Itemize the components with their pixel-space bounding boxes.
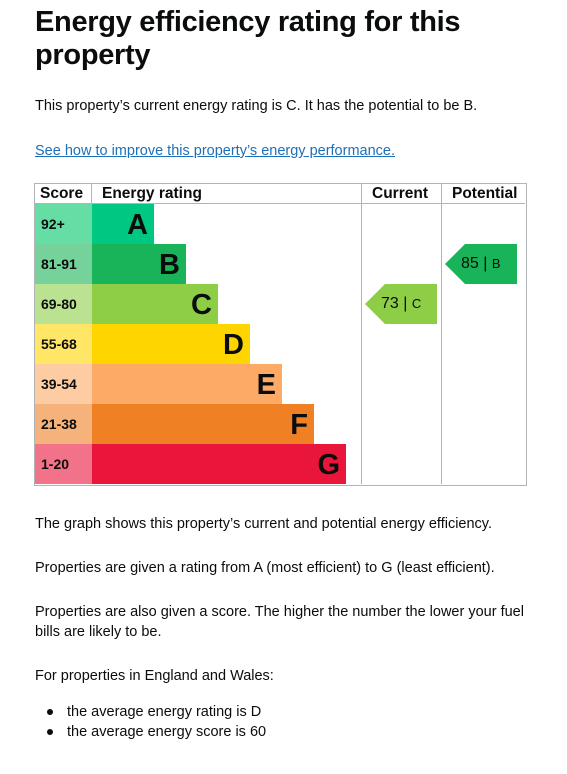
england-wales-text: For properties in England and Wales: bbox=[35, 668, 274, 684]
list-item: the average energy score is 60 bbox=[35, 722, 266, 742]
potential-rating-arrow-score: 85 bbox=[461, 255, 479, 272]
band-score-d: 55-68 bbox=[35, 324, 92, 364]
potential-rating-arrow: 85 | B bbox=[445, 244, 517, 284]
band-score-b: 81-91 bbox=[35, 244, 92, 284]
band-bar-e: E bbox=[92, 364, 282, 404]
band-letter-a: A bbox=[127, 209, 148, 241]
energy-rating-chart: Score Energy rating Current Potential 92… bbox=[34, 183, 527, 486]
band-letter-b: B bbox=[159, 249, 180, 281]
band-bar-b: B bbox=[92, 244, 186, 284]
potential-rating-arrow-letter: B bbox=[491, 256, 501, 271]
score-explanation: Properties are also given a score. The h… bbox=[35, 604, 524, 640]
header-potential: Potential bbox=[452, 185, 518, 202]
chart-frame bbox=[34, 183, 527, 486]
band-letter-e: E bbox=[256, 369, 276, 401]
header-score: Score bbox=[40, 185, 84, 202]
band-bar-g: G bbox=[92, 444, 346, 484]
header-energy-rating: Energy rating bbox=[102, 185, 202, 202]
header-current: Current bbox=[372, 185, 428, 202]
improve-energy-link[interactable]: See how to improve this property’s energ… bbox=[35, 141, 535, 161]
averages-list: the average energy rating is D the avera… bbox=[35, 702, 266, 742]
improve-energy-link-text[interactable]: See how to improve this property’s energ… bbox=[35, 143, 395, 159]
band-letter-g: G bbox=[317, 449, 340, 481]
band-score-a: 92+ bbox=[35, 204, 92, 244]
list-item: the average energy rating is D bbox=[35, 702, 266, 722]
band-bar-d: D bbox=[92, 324, 250, 364]
current-rating-arrow-letter: C bbox=[411, 296, 422, 311]
band-bar-a: A bbox=[92, 204, 154, 244]
band-score-f: 21-38 bbox=[35, 404, 92, 444]
band-bar-f: F bbox=[92, 404, 314, 444]
band-score-g: 1-20 bbox=[35, 444, 92, 484]
band-letter-f: F bbox=[290, 409, 308, 441]
current-rating-arrow: 73 | C bbox=[365, 284, 437, 324]
divider-current bbox=[441, 183, 442, 484]
current-rating-text: This property’s current energy rating is… bbox=[35, 98, 478, 114]
band-letter-d: D bbox=[223, 329, 244, 361]
current-rating-arrow-score: 73 bbox=[381, 295, 399, 312]
graph-description: The graph shows this property’s current … bbox=[35, 516, 493, 532]
page-title: Energy efficiency rating for this proper… bbox=[35, 6, 461, 71]
divider-rating bbox=[361, 183, 362, 484]
band-score-e: 39-54 bbox=[35, 364, 92, 404]
rating-range-text: Properties are given a rating from A (mo… bbox=[35, 560, 495, 576]
band-bar-c: C bbox=[92, 284, 218, 324]
band-letter-c: C bbox=[191, 289, 212, 321]
band-score-c: 69-80 bbox=[35, 284, 92, 324]
chart-header-row bbox=[34, 183, 525, 204]
